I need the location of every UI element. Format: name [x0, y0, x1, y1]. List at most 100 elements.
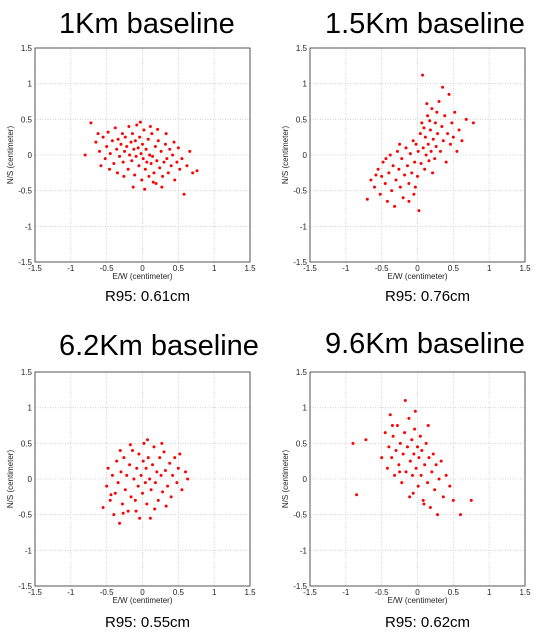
data-point — [421, 146, 425, 150]
data-point — [419, 162, 423, 166]
y-tick-label: -1 — [300, 546, 308, 555]
scatter-plot: -1.5 -1 -0.5 0 0.5 1 1.5 -1.5 -1 -0.5 0 0.5 1 1.5 E/W … — [281, 368, 531, 605]
data-point — [105, 144, 109, 148]
y-tick-label: -1.5 — [18, 258, 32, 267]
y-tick-label: 0.5 — [296, 115, 308, 124]
data-point — [119, 470, 123, 474]
data-point — [403, 431, 407, 435]
data-point — [133, 173, 137, 177]
data-point — [169, 164, 173, 168]
data-point — [112, 162, 116, 166]
data-point — [394, 178, 398, 182]
data-point — [141, 459, 145, 463]
data-point — [374, 173, 378, 177]
x-tick-label: -1.5 — [28, 264, 42, 273]
x-tick-label: -1 — [342, 588, 350, 597]
x-tick-label: 1 — [212, 264, 217, 273]
data-point — [369, 178, 373, 182]
x-tick-label: -1.5 — [303, 588, 317, 597]
x-tick-label: 0.5 — [173, 588, 185, 597]
data-point — [395, 424, 399, 427]
data-point — [112, 513, 116, 517]
data-point — [421, 73, 425, 77]
y-tick-label: -0.5 — [18, 511, 32, 520]
data-point — [144, 147, 148, 151]
data-point — [428, 128, 432, 132]
data-point — [400, 481, 404, 485]
x-tick-label: -1.5 — [303, 264, 317, 273]
data-point — [433, 157, 437, 161]
panel-6-2km: 6.2Km baseline -1.5 -1 -0.5 0 0.5 1 1.5 -1.5 -1-… — [0, 320, 275, 639]
data-point — [180, 488, 184, 492]
data-point — [120, 132, 124, 136]
data-point — [115, 171, 119, 175]
data-point — [440, 124, 444, 128]
x-tick-label: 0.5 — [173, 264, 185, 273]
data-point — [105, 484, 109, 488]
data-point — [408, 495, 412, 499]
data-point — [164, 504, 168, 508]
data-point — [180, 157, 184, 161]
data-point — [164, 132, 168, 136]
data-point — [147, 174, 151, 178]
data-point — [126, 167, 130, 171]
data-point — [421, 498, 425, 502]
data-point — [429, 149, 433, 153]
data-point — [416, 484, 420, 488]
data-point — [448, 484, 452, 488]
data-point — [430, 107, 434, 111]
data-point — [136, 146, 140, 150]
data-point — [143, 167, 147, 171]
data-point — [118, 448, 122, 452]
data-point — [398, 185, 402, 189]
data-point — [395, 149, 399, 153]
data-point — [134, 509, 138, 513]
data-point — [459, 513, 462, 517]
data-point — [109, 493, 113, 497]
data-point — [385, 466, 389, 470]
data-point — [182, 192, 186, 196]
data-point — [145, 160, 149, 164]
data-point — [376, 167, 380, 171]
data-point — [146, 137, 150, 141]
data-point — [118, 154, 122, 158]
data-point — [145, 502, 149, 506]
data-point — [387, 171, 391, 175]
data-point — [163, 468, 167, 472]
data-point — [130, 448, 134, 452]
data-point — [161, 174, 165, 178]
data-point — [385, 199, 389, 203]
data-point — [152, 445, 156, 449]
data-point — [364, 438, 368, 442]
data-point — [412, 452, 416, 456]
data-point — [378, 192, 382, 196]
data-point — [380, 174, 384, 178]
data-point — [160, 441, 164, 445]
data-point — [464, 117, 468, 121]
y-tick-label: 1.5 — [21, 44, 33, 53]
data-point — [138, 135, 142, 139]
x-tick-label: 1 — [212, 588, 217, 597]
data-point — [381, 160, 385, 164]
data-point — [121, 160, 125, 164]
data-point — [155, 159, 159, 163]
data-point — [423, 463, 427, 467]
data-point — [398, 441, 402, 445]
x-tick-label: 0 — [415, 264, 420, 273]
x-tick-label: -0.5 — [100, 264, 114, 273]
data-point — [173, 456, 177, 460]
r95-caption: R95: 0.62cm — [385, 614, 471, 631]
data-point — [351, 441, 355, 445]
data-point — [405, 164, 409, 168]
data-point — [423, 135, 427, 139]
data-point — [431, 171, 435, 175]
data-point — [125, 473, 129, 477]
data-point — [122, 456, 126, 460]
data-point — [146, 438, 150, 442]
data-point — [94, 140, 98, 144]
plot-frame — [34, 371, 251, 587]
data-point — [116, 481, 120, 485]
data-point — [146, 456, 150, 460]
data-point — [427, 159, 431, 163]
data-point — [125, 144, 129, 148]
